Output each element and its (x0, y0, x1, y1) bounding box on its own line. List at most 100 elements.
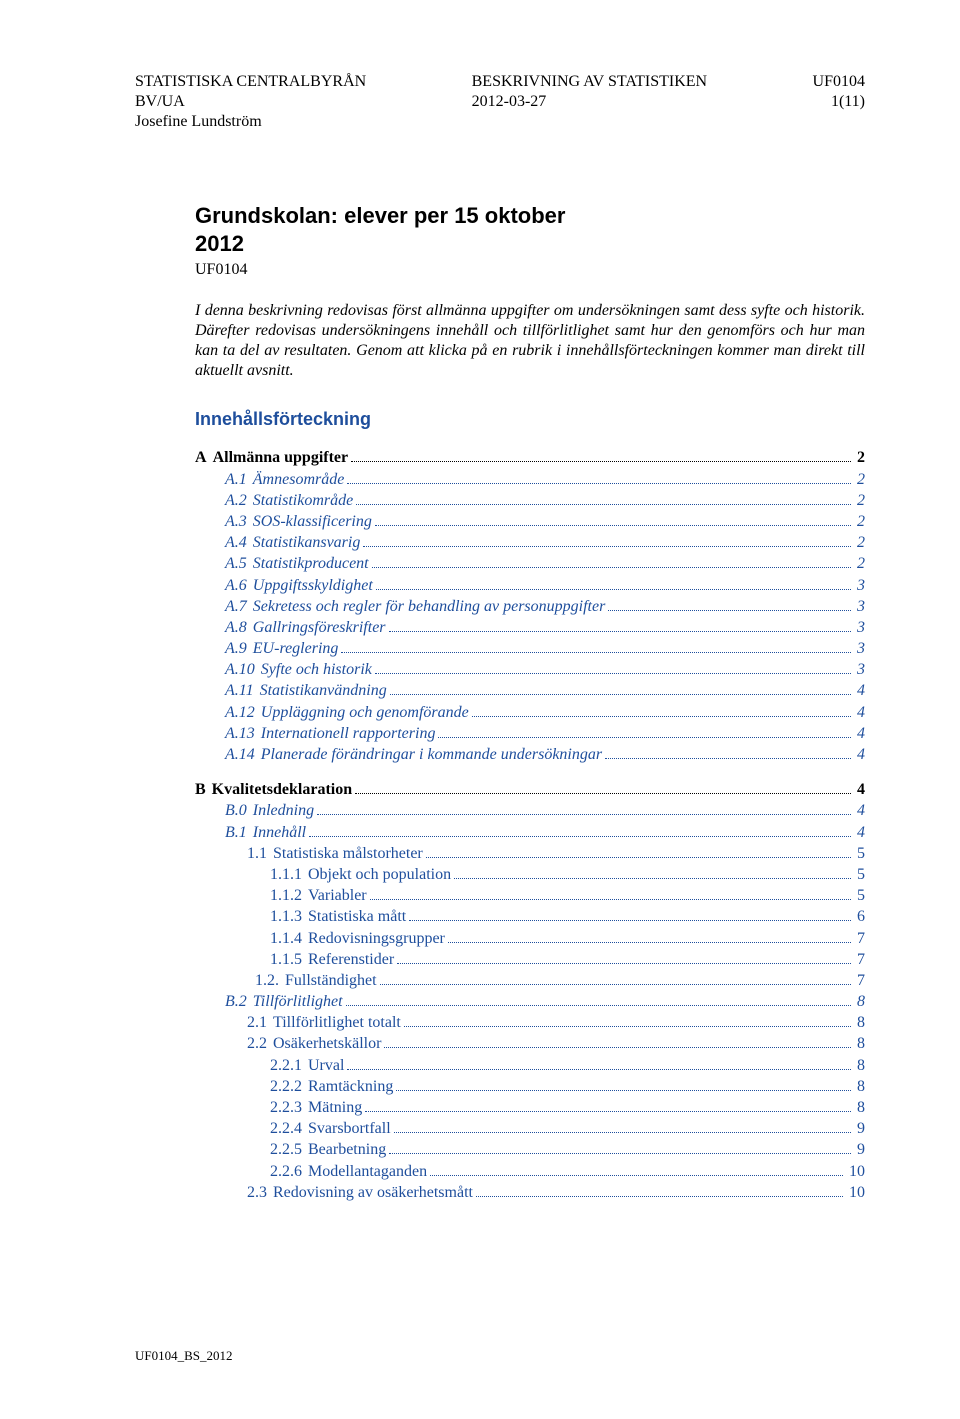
toc-row[interactable]: A.13Internationell rapportering4 (195, 723, 865, 744)
toc-row[interactable]: A.14Planerade förändringar i kommande un… (195, 745, 865, 766)
toc-leader-dots (448, 928, 851, 942)
toc-leader-dots (372, 554, 851, 568)
toc-row[interactable]: A.11Statistikanvändning4 (195, 681, 865, 702)
toc-entry-label: Variabler (308, 886, 367, 907)
toc-entry-label: EU-reglering (253, 639, 339, 660)
toc-leader-dots (341, 639, 851, 653)
toc-entry-page: 2 (854, 533, 865, 554)
toc-entry-page: 2 (854, 512, 865, 533)
toc-entry-page: 4 (854, 801, 865, 822)
toc-row[interactable]: 2.3Redovisning av osäkerhetsmått10 (195, 1182, 865, 1203)
toc-row[interactable]: 2.2.5Bearbetning9 (195, 1140, 865, 1161)
toc-leader-dots (389, 1140, 851, 1154)
toc-entry-page: 4 (854, 745, 865, 766)
header-center: BESKRIVNING AV STATISTIKEN 2012-03-27 (472, 72, 707, 132)
toc-entry-page: 8 (854, 1056, 865, 1077)
toc-entry-label: Tillförlitlighet (253, 992, 343, 1013)
toc-row[interactable]: 2.2.3Mätning8 (195, 1098, 865, 1119)
toc-entry-number: A.6 (195, 576, 253, 597)
toc-entry-number: A.5 (195, 554, 253, 575)
toc-entry-page: 7 (854, 971, 865, 992)
toc-row[interactable]: A.4Statistikansvarig2 (195, 533, 865, 554)
toc-row[interactable]: B.2Tillförlitlighet8 (195, 992, 865, 1013)
toc-row[interactable]: 2.2.6Modellantaganden10 (195, 1161, 865, 1182)
toc-row[interactable]: 1.1.3Statistiska mått6 (195, 907, 865, 928)
toc-row[interactable]: 2.2Osäkerhetskällor8 (195, 1034, 865, 1055)
toc-row[interactable]: A.7Sekretess och regler för behandling a… (195, 596, 865, 617)
toc-entry-label: Fullständighet (285, 971, 377, 992)
toc-row[interactable]: A.5Statistikproducent2 (195, 554, 865, 575)
toc-entry-number: A.2 (195, 491, 253, 512)
toc-entry-label: Uppläggning och genomförande (261, 703, 469, 724)
toc-row[interactable]: 1.1.5Referenstider7 (195, 949, 865, 970)
toc-row[interactable]: B.1Innehåll4 (195, 822, 865, 843)
header-org: STATISTISKA CENTRALBYRÅN (135, 72, 366, 92)
toc-entry-label: Planerade förändringar i kommande unders… (261, 745, 602, 766)
toc-row[interactable]: 1.2.Fullständighet7 (195, 971, 865, 992)
toc-leader-dots (409, 907, 851, 921)
toc-row[interactable]: A.12Uppläggning och genomförande4 (195, 702, 865, 723)
toc-row[interactable]: 2.2.2Ramtäckning8 (195, 1076, 865, 1097)
toc-row[interactable]: 1.1Statistiska målstorheter5 (195, 843, 865, 864)
toc-entry-page: 7 (854, 950, 865, 971)
toc-entry-label: Referenstider (308, 950, 394, 971)
toc-row[interactable]: A.2Statistikområde2 (195, 490, 865, 511)
toc-entry-number: 2.2.5 (195, 1140, 308, 1161)
toc-row[interactable]: B.0Inledning4 (195, 801, 865, 822)
toc-entry-number: 1.1.2 (195, 886, 308, 907)
toc-entry-number: A.14 (195, 745, 261, 766)
toc-entry-number: B.0 (195, 801, 253, 822)
toc-row[interactable]: 1.1.2Variabler5 (195, 886, 865, 907)
toc-row[interactable]: A.9EU-reglering3 (195, 639, 865, 660)
toc-leader-dots (370, 886, 851, 900)
intro-paragraph: I denna beskrivning redovisas först allm… (195, 301, 865, 381)
toc-entry-label: Urval (308, 1056, 344, 1077)
toc-row[interactable]: 2.2.4Svarsbortfall9 (195, 1119, 865, 1140)
toc-row[interactable]: A.8Gallringsföreskrifter3 (195, 618, 865, 639)
toc-row[interactable]: A.10Syfte och historik3 (195, 660, 865, 681)
toc-leader-dots (390, 681, 851, 695)
toc-entry-number: 1.1.3 (195, 907, 308, 928)
toc-entry-number: 1.1 (195, 844, 273, 865)
toc-entry-number: B.1 (195, 823, 253, 844)
toc-row[interactable]: BKvalitetsdeklaration4 (195, 780, 865, 801)
toc-row[interactable]: AAllmänna uppgifter2 (195, 448, 865, 469)
toc-entry-number: A.7 (195, 597, 253, 618)
toc-entry-number: 2.3 (195, 1183, 273, 1204)
toc-entry-label: Statistiska mått (308, 907, 406, 928)
toc-entry-page: 3 (854, 660, 865, 681)
toc-entry-label: Gallringsföreskrifter (253, 618, 386, 639)
toc-entry-page: 2 (854, 491, 865, 512)
toc-row[interactable]: 2.2.1Urval 8 (195, 1055, 865, 1076)
toc-entry-page: 4 (854, 703, 865, 724)
toc-entry-page: 3 (854, 597, 865, 618)
toc-leader-dots (351, 448, 851, 462)
toc-entry-page: 2 (854, 554, 865, 575)
toc-leader-dots (355, 780, 851, 794)
toc-entry-page: 2 (854, 448, 865, 469)
toc-entry-label: Modellantaganden (308, 1162, 427, 1183)
toc-entry-label: Sekretess och regler för behandling av p… (253, 597, 606, 618)
toc-row[interactable]: 1.1.4Redovisningsgrupper7 (195, 928, 865, 949)
toc-entry-label: Ämnesområde (253, 470, 345, 491)
toc-entry-label: Innehåll (253, 823, 306, 844)
toc-row[interactable]: A.3SOS-klassificering2 (195, 512, 865, 533)
document-page: STATISTISKA CENTRALBYRÅN BV/UA Josefine … (0, 0, 960, 1419)
toc-entry-page: 8 (854, 1034, 865, 1055)
toc-leader-dots (346, 992, 851, 1006)
toc-entry-number: 2.2.1 (195, 1056, 308, 1077)
toc-row[interactable]: 2.1Tillförlitlighet totalt8 (195, 1013, 865, 1034)
toc-entry-page: 3 (854, 618, 865, 639)
toc-leader-dots (356, 490, 851, 504)
toc-entry-page: 4 (854, 681, 865, 702)
toc-entry-number: A.13 (195, 724, 261, 745)
toc-entry-label: Uppgiftsskyldighet (253, 576, 373, 597)
toc-entry-number: B (195, 780, 212, 801)
toc-row[interactable]: A.1Ämnesområde2 (195, 469, 865, 490)
toc-entry-number: 2.2.4 (195, 1119, 308, 1140)
toc-entry-label: SOS-klassificering (253, 512, 372, 533)
toc-row[interactable]: A.6Uppgiftsskyldighet3 (195, 575, 865, 596)
toc-row[interactable]: 1.1.1Objekt och population5 (195, 865, 865, 886)
toc-entry-page: 8 (854, 1013, 865, 1034)
toc-entry-number: 2.2.3 (195, 1098, 308, 1119)
